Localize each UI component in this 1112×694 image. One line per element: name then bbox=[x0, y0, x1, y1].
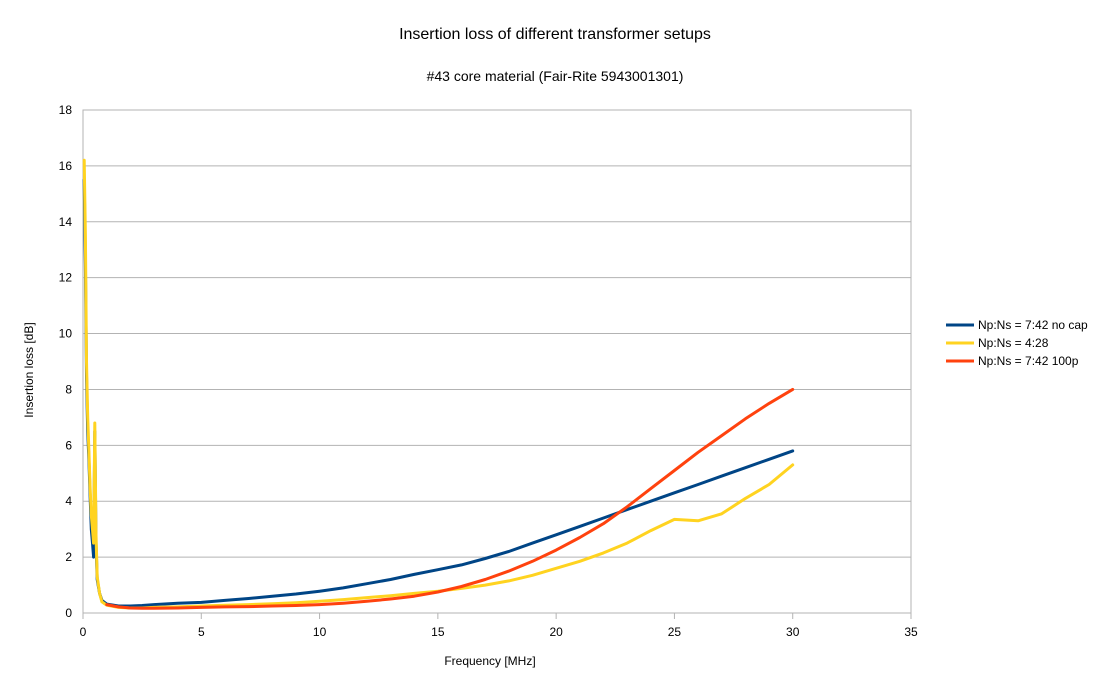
series-line-1 bbox=[82, 178, 795, 608]
x-tick-label: 5 bbox=[198, 625, 205, 639]
legend-label: Np:Ns = 7:42 100p bbox=[978, 354, 1079, 368]
y-tick-label: 18 bbox=[59, 103, 73, 117]
chart-title: Insertion loss of different transformer … bbox=[399, 26, 711, 43]
axes: 0 2 4 6 8 10 12 14 16 18 0 5 10 15 20 25 30 35 bbox=[59, 103, 918, 639]
series-line-3 bbox=[105, 387, 795, 610]
x-axis-label: Frequency [MHz] bbox=[444, 654, 535, 668]
y-tick-label: 6 bbox=[65, 438, 72, 452]
x-tick-label: 15 bbox=[431, 625, 445, 639]
y-tick-label: 16 bbox=[59, 159, 73, 173]
y-axis-label: Insertion loss [dB] bbox=[22, 322, 36, 417]
legend-label: Np:Ns = 4:28 bbox=[978, 336, 1049, 350]
y-tick-label: 0 bbox=[65, 606, 72, 620]
y-tick-label: 10 bbox=[59, 327, 73, 341]
series-line-2 bbox=[82, 158, 795, 610]
x-tick-label: 30 bbox=[786, 625, 800, 639]
y-tick-label: 4 bbox=[65, 494, 72, 508]
y-tick-label: 14 bbox=[59, 215, 73, 229]
y-tick-label: 12 bbox=[59, 271, 73, 285]
legend: Np:Ns = 7:42 no cap Np:Ns = 4:28 Np:Ns = 7… bbox=[946, 318, 1088, 368]
data-series bbox=[82, 158, 795, 610]
y-tick-label: 2 bbox=[65, 550, 72, 564]
x-tick-label: 35 bbox=[904, 625, 918, 639]
chart-subtitle: #43 core material (Fair-Rite 5943001301) bbox=[427, 68, 684, 84]
gridlines bbox=[82, 109, 912, 614]
legend-label: Np:Ns = 7:42 no cap bbox=[978, 318, 1088, 332]
plot-area bbox=[82, 109, 912, 614]
x-tick-label: 25 bbox=[668, 625, 682, 639]
x-tick-label: 10 bbox=[313, 625, 327, 639]
y-tick-label: 8 bbox=[65, 382, 72, 396]
x-tick-label: 0 bbox=[80, 625, 87, 639]
x-tick-label: 20 bbox=[549, 625, 563, 639]
